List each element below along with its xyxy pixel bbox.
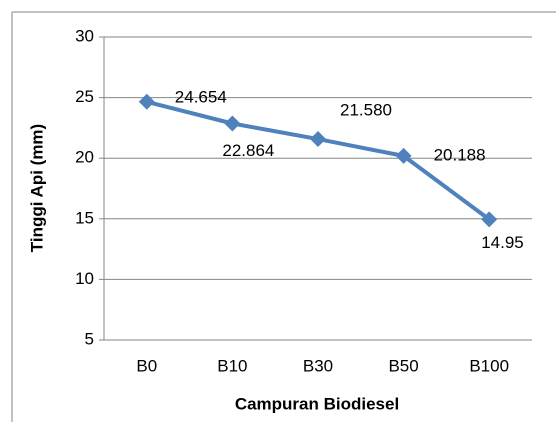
y-tick-label: 30: [75, 26, 94, 45]
marker: [310, 131, 326, 148]
marker: [138, 93, 155, 110]
data-label: 24.654: [175, 87, 227, 106]
marker: [481, 211, 498, 228]
marker: [224, 115, 241, 132]
x-tick-label: B50: [388, 356, 418, 375]
data-label: 22.864: [222, 141, 274, 160]
y-tick-label: 5: [85, 329, 94, 348]
y-tick-label: 25: [75, 87, 94, 106]
x-tick-label: B30: [303, 356, 333, 375]
data-label: 21.580: [340, 101, 392, 120]
x-tick-label: B100: [469, 356, 509, 375]
x-axis-title: Campuran Biodiesel: [235, 394, 399, 413]
y-axis-title: Tinggi Api (mm): [27, 124, 46, 252]
data-label: 14.95: [481, 233, 524, 252]
x-tick-label: B10: [217, 356, 247, 375]
data-label: 20.188: [434, 145, 486, 164]
y-tick-label: 15: [75, 208, 94, 227]
y-tick-label: 10: [75, 269, 94, 288]
marker: [395, 147, 412, 164]
x-tick-label: B0: [136, 356, 157, 375]
y-tick-label: 20: [75, 148, 94, 167]
